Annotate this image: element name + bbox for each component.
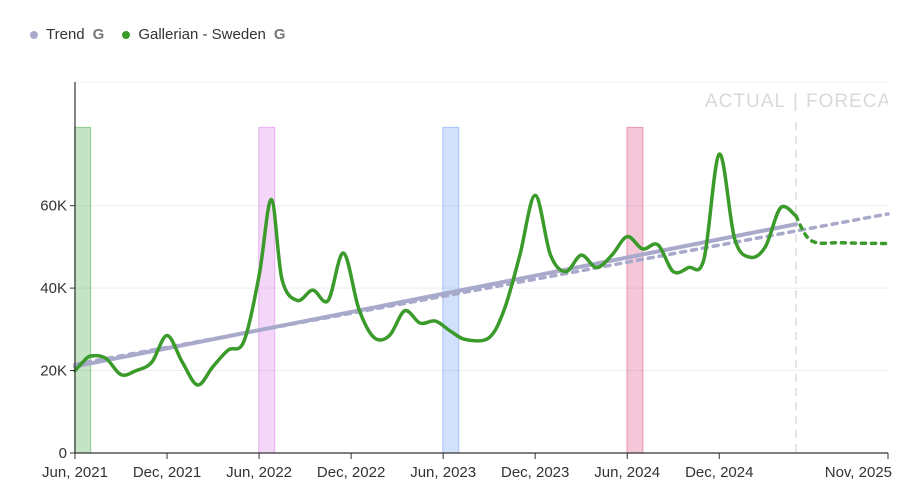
highlight-band — [74, 126, 92, 454]
x-tick-label: Dec, 2023 — [501, 464, 569, 481]
y-tick-label: 20K — [40, 363, 67, 380]
highlight-band — [626, 126, 644, 454]
x-tick-label: Jun, 2023 — [410, 464, 476, 481]
google-g-icon: G — [273, 26, 286, 43]
band-layer — [74, 126, 644, 454]
x-tick-label: Nov, 2025 — [825, 464, 892, 481]
y-tick-label: 60K — [40, 198, 67, 215]
legend-item-series[interactable]: Gallerian - Sweden G — [122, 26, 286, 43]
y-tick-label: 0 — [59, 445, 67, 462]
trend-line — [73, 222, 798, 369]
region-separator: | — [793, 91, 799, 112]
x-tick-label: Jun, 2024 — [594, 464, 660, 481]
legend-trend-label: Trend — [46, 26, 85, 43]
label-layer: 0 20K 40K 60K Jun, 2021 Dec, 2021 Jun, 2022 Dec… — [40, 91, 917, 481]
highlight-band — [258, 126, 276, 454]
x-tick-label: Jun, 2022 — [226, 464, 292, 481]
legend: Trend G Gallerian - Sweden G — [30, 26, 304, 43]
grid-layer — [75, 81, 888, 454]
legend-series-label: Gallerian - Sweden — [138, 26, 266, 43]
x-tick-label: Dec, 2024 — [685, 464, 753, 481]
line-layer — [73, 152, 890, 387]
y-tick-label: 40K — [40, 280, 67, 297]
series-line-actual — [73, 152, 798, 387]
x-tick-label: Dec, 2021 — [133, 464, 201, 481]
x-tick-label: Jun, 2021 — [42, 464, 108, 481]
x-tick-label: Dec, 2022 — [317, 464, 385, 481]
series-line-forecast — [794, 214, 890, 246]
actual-region-label: ACTUAL — [705, 91, 786, 112]
trend-dot-icon — [30, 30, 38, 39]
google-g-icon: G — [92, 26, 105, 43]
series-dot-icon — [122, 30, 131, 39]
forecast-region-label: FORECAST — [806, 91, 917, 112]
legend-item-trend[interactable]: Trend G — [30, 26, 104, 43]
axis-layer — [70, 82, 889, 459]
